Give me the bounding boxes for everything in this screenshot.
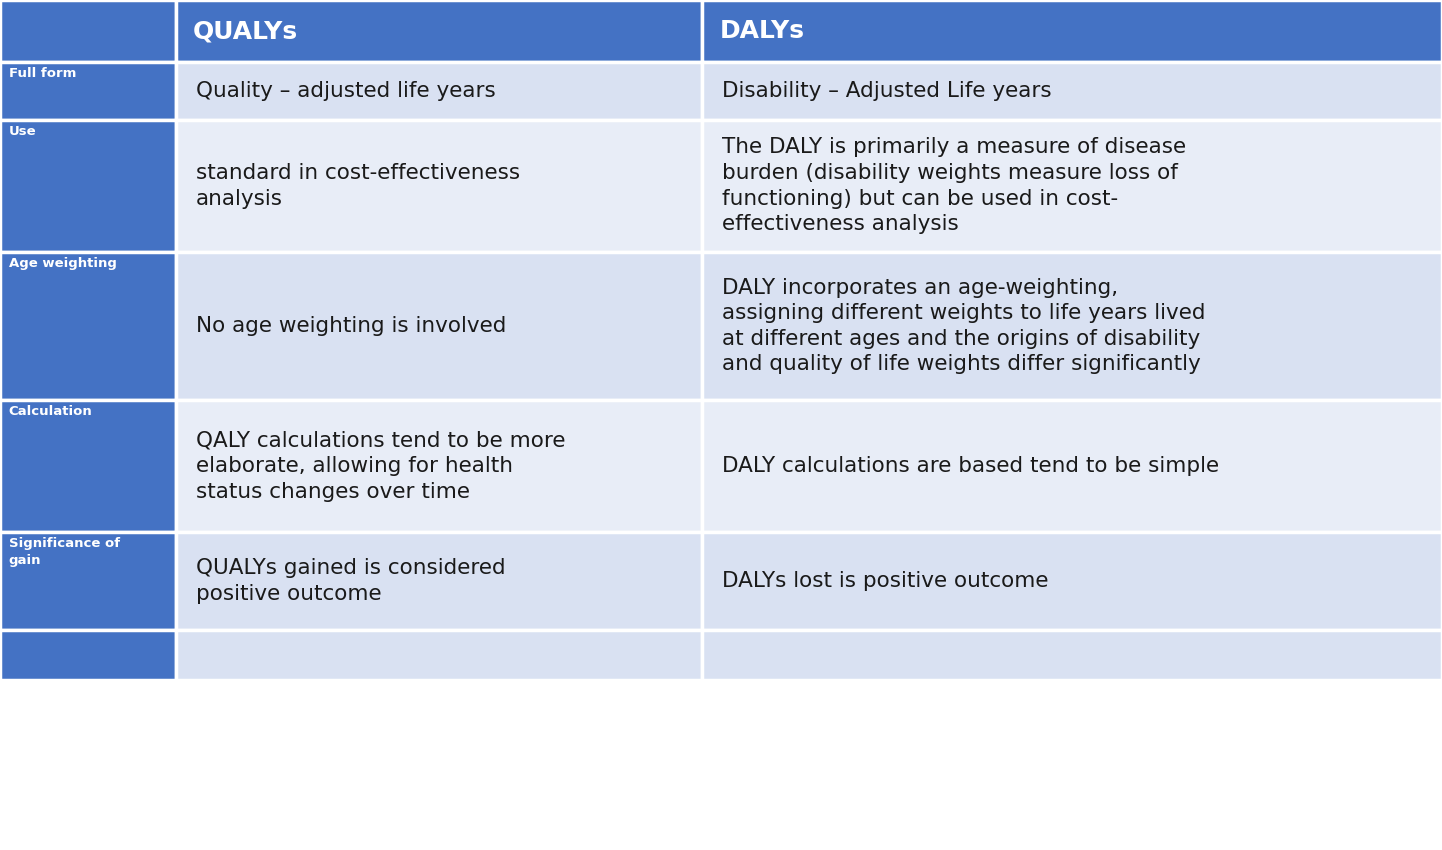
Bar xyxy=(0,120,176,252)
Text: QALY calculations tend to be more
elaborate, allowing for health
status changes : QALY calculations tend to be more elabor… xyxy=(196,431,565,501)
Bar xyxy=(176,120,702,252)
Bar xyxy=(0,0,176,62)
Text: Use: Use xyxy=(9,125,36,138)
Text: DALY incorporates an age-weighting,
assigning different weights to life years li: DALY incorporates an age-weighting, assi… xyxy=(722,278,1206,374)
Bar xyxy=(702,120,1442,252)
Text: DALY calculations are based tend to be simple: DALY calculations are based tend to be s… xyxy=(722,456,1220,476)
Bar xyxy=(702,62,1442,120)
Bar xyxy=(702,532,1442,630)
Bar xyxy=(702,400,1442,532)
Bar xyxy=(0,400,176,532)
Bar xyxy=(702,252,1442,400)
Text: DALYs lost is positive outcome: DALYs lost is positive outcome xyxy=(722,571,1048,591)
Bar xyxy=(0,62,176,120)
Bar xyxy=(0,252,176,400)
Text: The DALY is primarily a measure of disease
burden (disability weights measure lo: The DALY is primarily a measure of disea… xyxy=(722,138,1187,234)
Text: Age weighting: Age weighting xyxy=(9,257,117,269)
Bar xyxy=(176,252,702,400)
Text: QUALYs gained is considered
positive outcome: QUALYs gained is considered positive out… xyxy=(196,558,506,604)
Bar xyxy=(176,62,702,120)
Text: No age weighting is involved: No age weighting is involved xyxy=(196,316,506,336)
Bar xyxy=(702,630,1442,680)
Text: QUALYs: QUALYs xyxy=(193,19,298,43)
Text: Disability – Adjusted Life years: Disability – Adjusted Life years xyxy=(722,81,1053,101)
Text: DALYs: DALYs xyxy=(720,19,805,43)
Bar xyxy=(176,0,702,62)
Bar xyxy=(176,400,702,532)
Text: Significance of
gain: Significance of gain xyxy=(9,537,120,567)
Bar xyxy=(0,630,176,680)
Bar xyxy=(176,532,702,630)
Text: standard in cost-effectiveness
analysis: standard in cost-effectiveness analysis xyxy=(196,163,521,208)
Text: Quality – adjusted life years: Quality – adjusted life years xyxy=(196,81,496,101)
Bar xyxy=(702,0,1442,62)
Text: Calculation: Calculation xyxy=(9,405,92,418)
Bar xyxy=(0,532,176,630)
Bar xyxy=(176,630,702,680)
Text: Full form: Full form xyxy=(9,67,76,80)
